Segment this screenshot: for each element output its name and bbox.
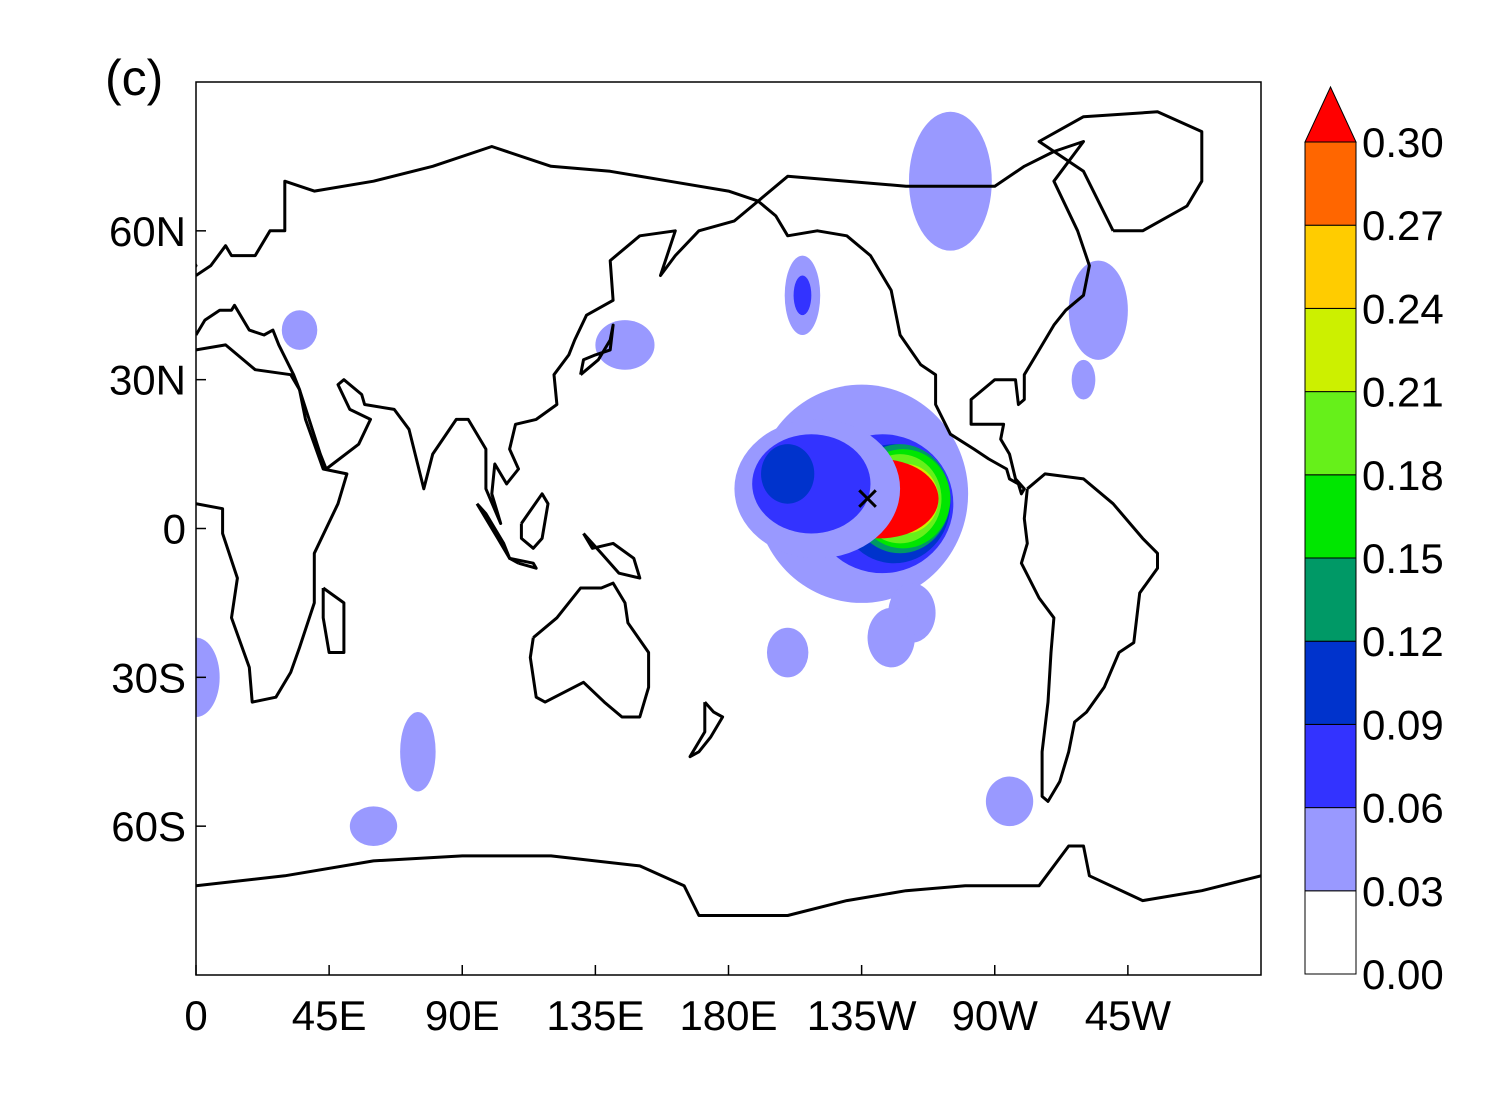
x-tick-label: 45E — [292, 992, 367, 1039]
y-tick-label: 60N — [109, 208, 186, 255]
coastline — [508, 556, 538, 570]
coastline — [1037, 110, 1204, 233]
field-region — [761, 444, 815, 504]
map-background — [196, 82, 1261, 975]
map-panel: × 0 45E 90E 135E 180E 135W 90W 45W 60N30N030S60… — [109, 81, 1262, 1039]
field-region — [349, 806, 398, 847]
x-axis-ticks: 0 45E 90E 135E 180E 135W 90W 45W — [184, 965, 1171, 1039]
field-region — [793, 275, 812, 316]
field-region — [595, 320, 655, 370]
colorbar-tick-label: 0.12 — [1362, 618, 1444, 665]
field-region — [281, 310, 318, 350]
coastline — [582, 532, 642, 580]
colorbar-tick-label: 0.09 — [1362, 701, 1444, 748]
field-region — [400, 712, 436, 792]
field-region — [766, 627, 809, 678]
field-region — [867, 607, 915, 668]
coastline — [196, 844, 1261, 917]
colorbar-tick-label: 0.06 — [1362, 785, 1444, 832]
colorbar-tick-label: 0.27 — [1362, 202, 1444, 249]
coastline — [688, 701, 725, 759]
colorbar-swatch — [1304, 474, 1357, 559]
colorbar-swatch — [1304, 890, 1357, 975]
colorbar-tick-label: 0.03 — [1362, 868, 1444, 915]
colorbar-tick-label: 0.24 — [1362, 285, 1444, 332]
panel-label: (c) — [105, 50, 163, 106]
coastline — [579, 323, 615, 376]
field-region — [985, 776, 1034, 827]
coastline — [528, 581, 651, 719]
colorbar-swatch — [1304, 723, 1357, 809]
y-tick-label: 30S — [111, 654, 186, 701]
y-tick-label: 30N — [109, 357, 186, 404]
coastline — [1019, 472, 1159, 803]
y-tick-label: 0 — [163, 506, 186, 553]
coastline — [196, 145, 760, 525]
x-tick-label: 90W — [952, 992, 1039, 1039]
colorbar-tick-label: 0.18 — [1362, 452, 1444, 499]
y-tick-label: 60S — [111, 803, 186, 850]
coastline — [519, 492, 550, 550]
colorbar-tick-label: 0.15 — [1362, 535, 1444, 582]
colorbar-swatch — [1304, 141, 1357, 226]
colorbar-swatch — [1304, 557, 1357, 642]
y-axis-ticks: 60N 30N 0 30S 60S — [109, 208, 206, 850]
colorbar-swatch — [1304, 807, 1357, 892]
x-tick-label: 135E — [546, 992, 644, 1039]
marker-x: × — [855, 475, 880, 522]
x-tick-label: 45W — [1085, 992, 1172, 1039]
coastline — [475, 502, 512, 560]
colorbar-swatch — [1304, 640, 1357, 725]
x-tick-label: 135W — [807, 992, 917, 1039]
colorbar-extend-arrow — [1304, 85, 1357, 143]
x-tick-label: 90E — [425, 992, 500, 1039]
x-tick-label: 180E — [679, 992, 777, 1039]
colorbar-swatch — [1304, 391, 1357, 476]
coastlines — [196, 110, 1261, 917]
colorbar-tick-label: 0.30 — [1362, 119, 1444, 166]
colorbar-tick-label: 0.00 — [1362, 951, 1444, 998]
x-tick-label: 0 — [184, 992, 207, 1039]
shaded-field — [196, 111, 1128, 847]
field-region — [1068, 260, 1128, 360]
colorbar-swatch — [1304, 224, 1357, 309]
colorbar: 0.00 0.03 0.06 0.09 0.12 0.15 0.18 0.21 0.24 0.27… — [1304, 85, 1444, 998]
field-region — [1071, 359, 1096, 400]
colorbar-tick-label: 0.21 — [1362, 369, 1444, 416]
coastline — [196, 343, 349, 704]
field-region — [908, 111, 992, 251]
field-region — [196, 637, 220, 718]
colorbar-swatch — [1304, 307, 1357, 393]
coastline — [321, 586, 346, 654]
